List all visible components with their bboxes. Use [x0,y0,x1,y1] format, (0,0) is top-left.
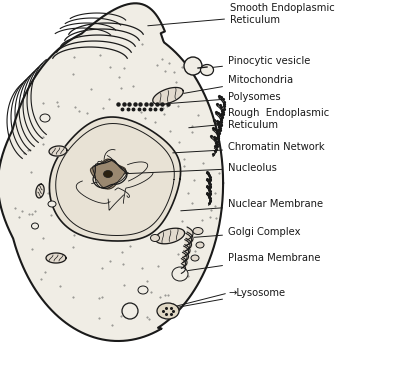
Text: Mitochondria: Mitochondria [183,75,293,94]
Ellipse shape [138,286,148,294]
Text: Nuclear Membrane: Nuclear Membrane [181,199,323,211]
Ellipse shape [191,255,199,261]
Text: Rough  Endoplasmic
Reticulum: Rough Endoplasmic Reticulum [189,108,329,130]
Text: Nucleolus: Nucleolus [121,163,277,174]
Text: Pinocytic vesicle: Pinocytic vesicle [210,56,310,68]
Ellipse shape [150,235,160,242]
Text: Chromatin Network: Chromatin Network [173,142,325,153]
Text: Golgi Complex: Golgi Complex [188,227,300,238]
Ellipse shape [193,228,203,235]
Ellipse shape [32,223,38,229]
Ellipse shape [157,303,179,319]
Ellipse shape [122,303,138,319]
Text: →Lysosome: →Lysosome [171,288,285,309]
Polygon shape [156,228,185,244]
Text: Plasma Membrane: Plasma Membrane [188,253,320,270]
Polygon shape [49,146,67,156]
Polygon shape [0,3,223,341]
Ellipse shape [172,267,188,281]
Polygon shape [36,184,44,198]
Ellipse shape [48,201,56,207]
Ellipse shape [40,114,50,122]
Polygon shape [153,87,183,105]
Ellipse shape [104,171,112,178]
Polygon shape [46,253,66,263]
Polygon shape [90,159,126,189]
Polygon shape [50,117,180,241]
Ellipse shape [196,242,204,248]
Ellipse shape [200,64,214,75]
Ellipse shape [184,57,202,75]
Text: Smooth Endoplasmic
Reticulum: Smooth Endoplasmic Reticulum [148,3,335,26]
Text: Polysomes: Polysomes [165,92,281,104]
